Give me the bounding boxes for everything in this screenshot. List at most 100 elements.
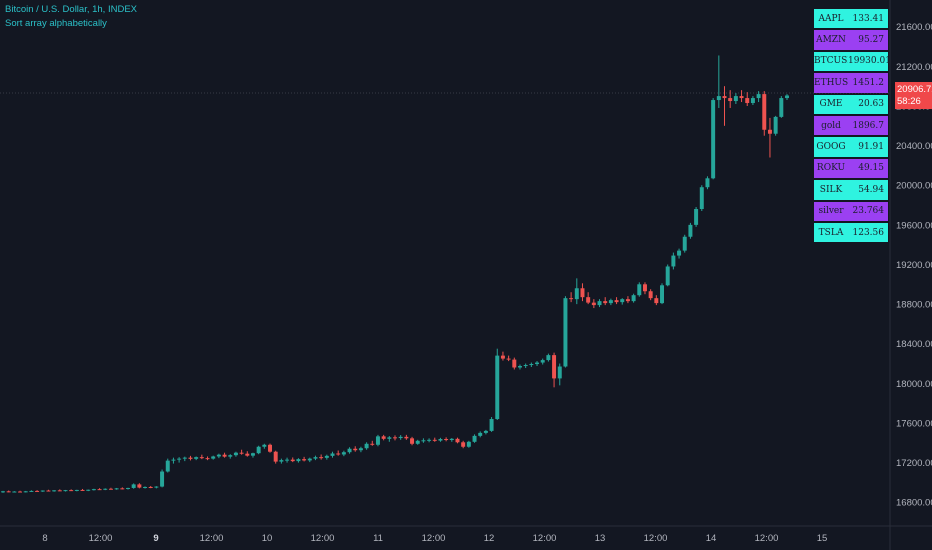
candle-body <box>358 448 363 451</box>
symbol-cell: ETHUSDT <box>814 77 848 88</box>
candle-body <box>682 236 687 251</box>
table-row: ETHUSDT 1451.2 <box>814 73 888 93</box>
candle-body <box>74 489 79 491</box>
last-price-tag: 20906.72 58:26 <box>895 82 932 109</box>
value-cell: 1896.7 <box>852 120 885 131</box>
candle-body <box>199 457 204 459</box>
y-tick-label: 16800.00 <box>896 498 932 509</box>
candle-body <box>262 444 267 447</box>
x-tick-label: 13 <box>595 533 606 544</box>
candle-body <box>398 436 403 439</box>
table-row: gold 1896.7 <box>814 115 888 136</box>
candle-body <box>540 360 545 363</box>
candle-body <box>779 98 784 117</box>
candle-body <box>330 453 335 456</box>
candle-body <box>671 255 676 267</box>
y-tick-label: 17600.00 <box>896 418 932 429</box>
value-cell: 49.15 <box>858 163 884 174</box>
symbol-cell: GME <box>819 99 843 110</box>
candle-body <box>296 459 301 462</box>
candle-body <box>216 454 221 457</box>
candle-body <box>137 484 142 488</box>
candle-body <box>393 437 397 439</box>
candle-body <box>182 457 187 459</box>
candle-body <box>1 491 5 493</box>
y-tick-label: 21600.00 <box>896 22 932 33</box>
candle-body <box>614 300 619 303</box>
candle-body <box>375 436 380 445</box>
value-cell: 23.764 <box>852 206 885 217</box>
x-tick-label: 12:00 <box>311 533 335 544</box>
y-tick-label: 20400.00 <box>896 141 932 152</box>
candle-body <box>705 178 710 188</box>
candle-body <box>716 96 721 101</box>
candle-body <box>239 452 244 454</box>
candle-body <box>86 489 91 491</box>
candle-body <box>165 460 170 472</box>
candle-body <box>574 288 579 300</box>
candle-body <box>648 291 653 299</box>
candle-body <box>57 490 62 492</box>
candle-body <box>12 491 17 493</box>
candle-body <box>233 452 238 456</box>
candle-body <box>171 459 176 461</box>
table-row: silver 23.764 <box>814 201 888 221</box>
candle-body <box>341 452 346 455</box>
countdown-timer: 58:26 <box>897 96 921 107</box>
candle-body <box>63 490 68 492</box>
candle-body <box>177 458 182 460</box>
candle-body <box>35 490 40 492</box>
candle-body <box>273 451 278 462</box>
candle-body <box>535 362 540 365</box>
candle-body <box>637 284 642 296</box>
symbol-cell: gold <box>821 120 841 131</box>
symbol-table: AAPL133.41AMZN95.27BTCUSDT19930.01ETHUSD… <box>814 9 891 244</box>
candle-body <box>381 436 386 439</box>
candle-body <box>466 441 471 447</box>
candles <box>1 55 789 493</box>
candle-body <box>52 490 57 492</box>
candle-body <box>228 455 233 457</box>
x-tick-label: 14 <box>706 533 717 544</box>
candle-body <box>80 489 85 491</box>
candle-body <box>103 488 108 490</box>
y-tick-label: 18800.00 <box>896 300 932 311</box>
x-tick-label: 9 <box>153 533 158 544</box>
symbol-cell: silver <box>818 206 844 217</box>
candle-body <box>745 98 750 104</box>
candle-body <box>444 439 449 441</box>
x-tick-label: 12:00 <box>533 533 557 544</box>
candle-body <box>677 250 682 256</box>
candle-body <box>699 187 704 210</box>
symbol-cell: AMZN <box>816 35 846 46</box>
symbol-cell: ROKU <box>816 163 846 174</box>
candle-body <box>495 355 500 420</box>
candle-body <box>625 299 630 302</box>
candle-body <box>688 224 693 237</box>
candle-body <box>660 285 665 304</box>
candle-body <box>455 438 460 443</box>
y-tick-label: 18000.00 <box>896 379 932 390</box>
value-cell: 133.41 <box>852 13 885 24</box>
candle-body <box>694 209 699 225</box>
candle-body <box>120 488 125 490</box>
candle-body <box>512 359 517 368</box>
x-tick-label: 12:00 <box>422 533 446 544</box>
candle-body <box>523 365 528 367</box>
value-cell: 91.91 <box>858 142 884 153</box>
x-tick-label: 12:00 <box>755 533 779 544</box>
candle-body <box>364 443 369 449</box>
table-row: GOOG 91.91 <box>814 137 888 157</box>
candle-body <box>285 459 290 461</box>
candle-body <box>23 491 28 493</box>
candle-body <box>353 448 358 451</box>
candle-body <box>665 266 670 286</box>
candle-body <box>546 355 551 361</box>
value-cell: 54.94 <box>858 184 884 195</box>
candle-body <box>148 486 153 488</box>
table-row: TSLA 123.56 <box>814 222 888 243</box>
candle-body <box>108 488 113 490</box>
candle-body <box>29 490 34 492</box>
candle-body <box>722 96 727 99</box>
